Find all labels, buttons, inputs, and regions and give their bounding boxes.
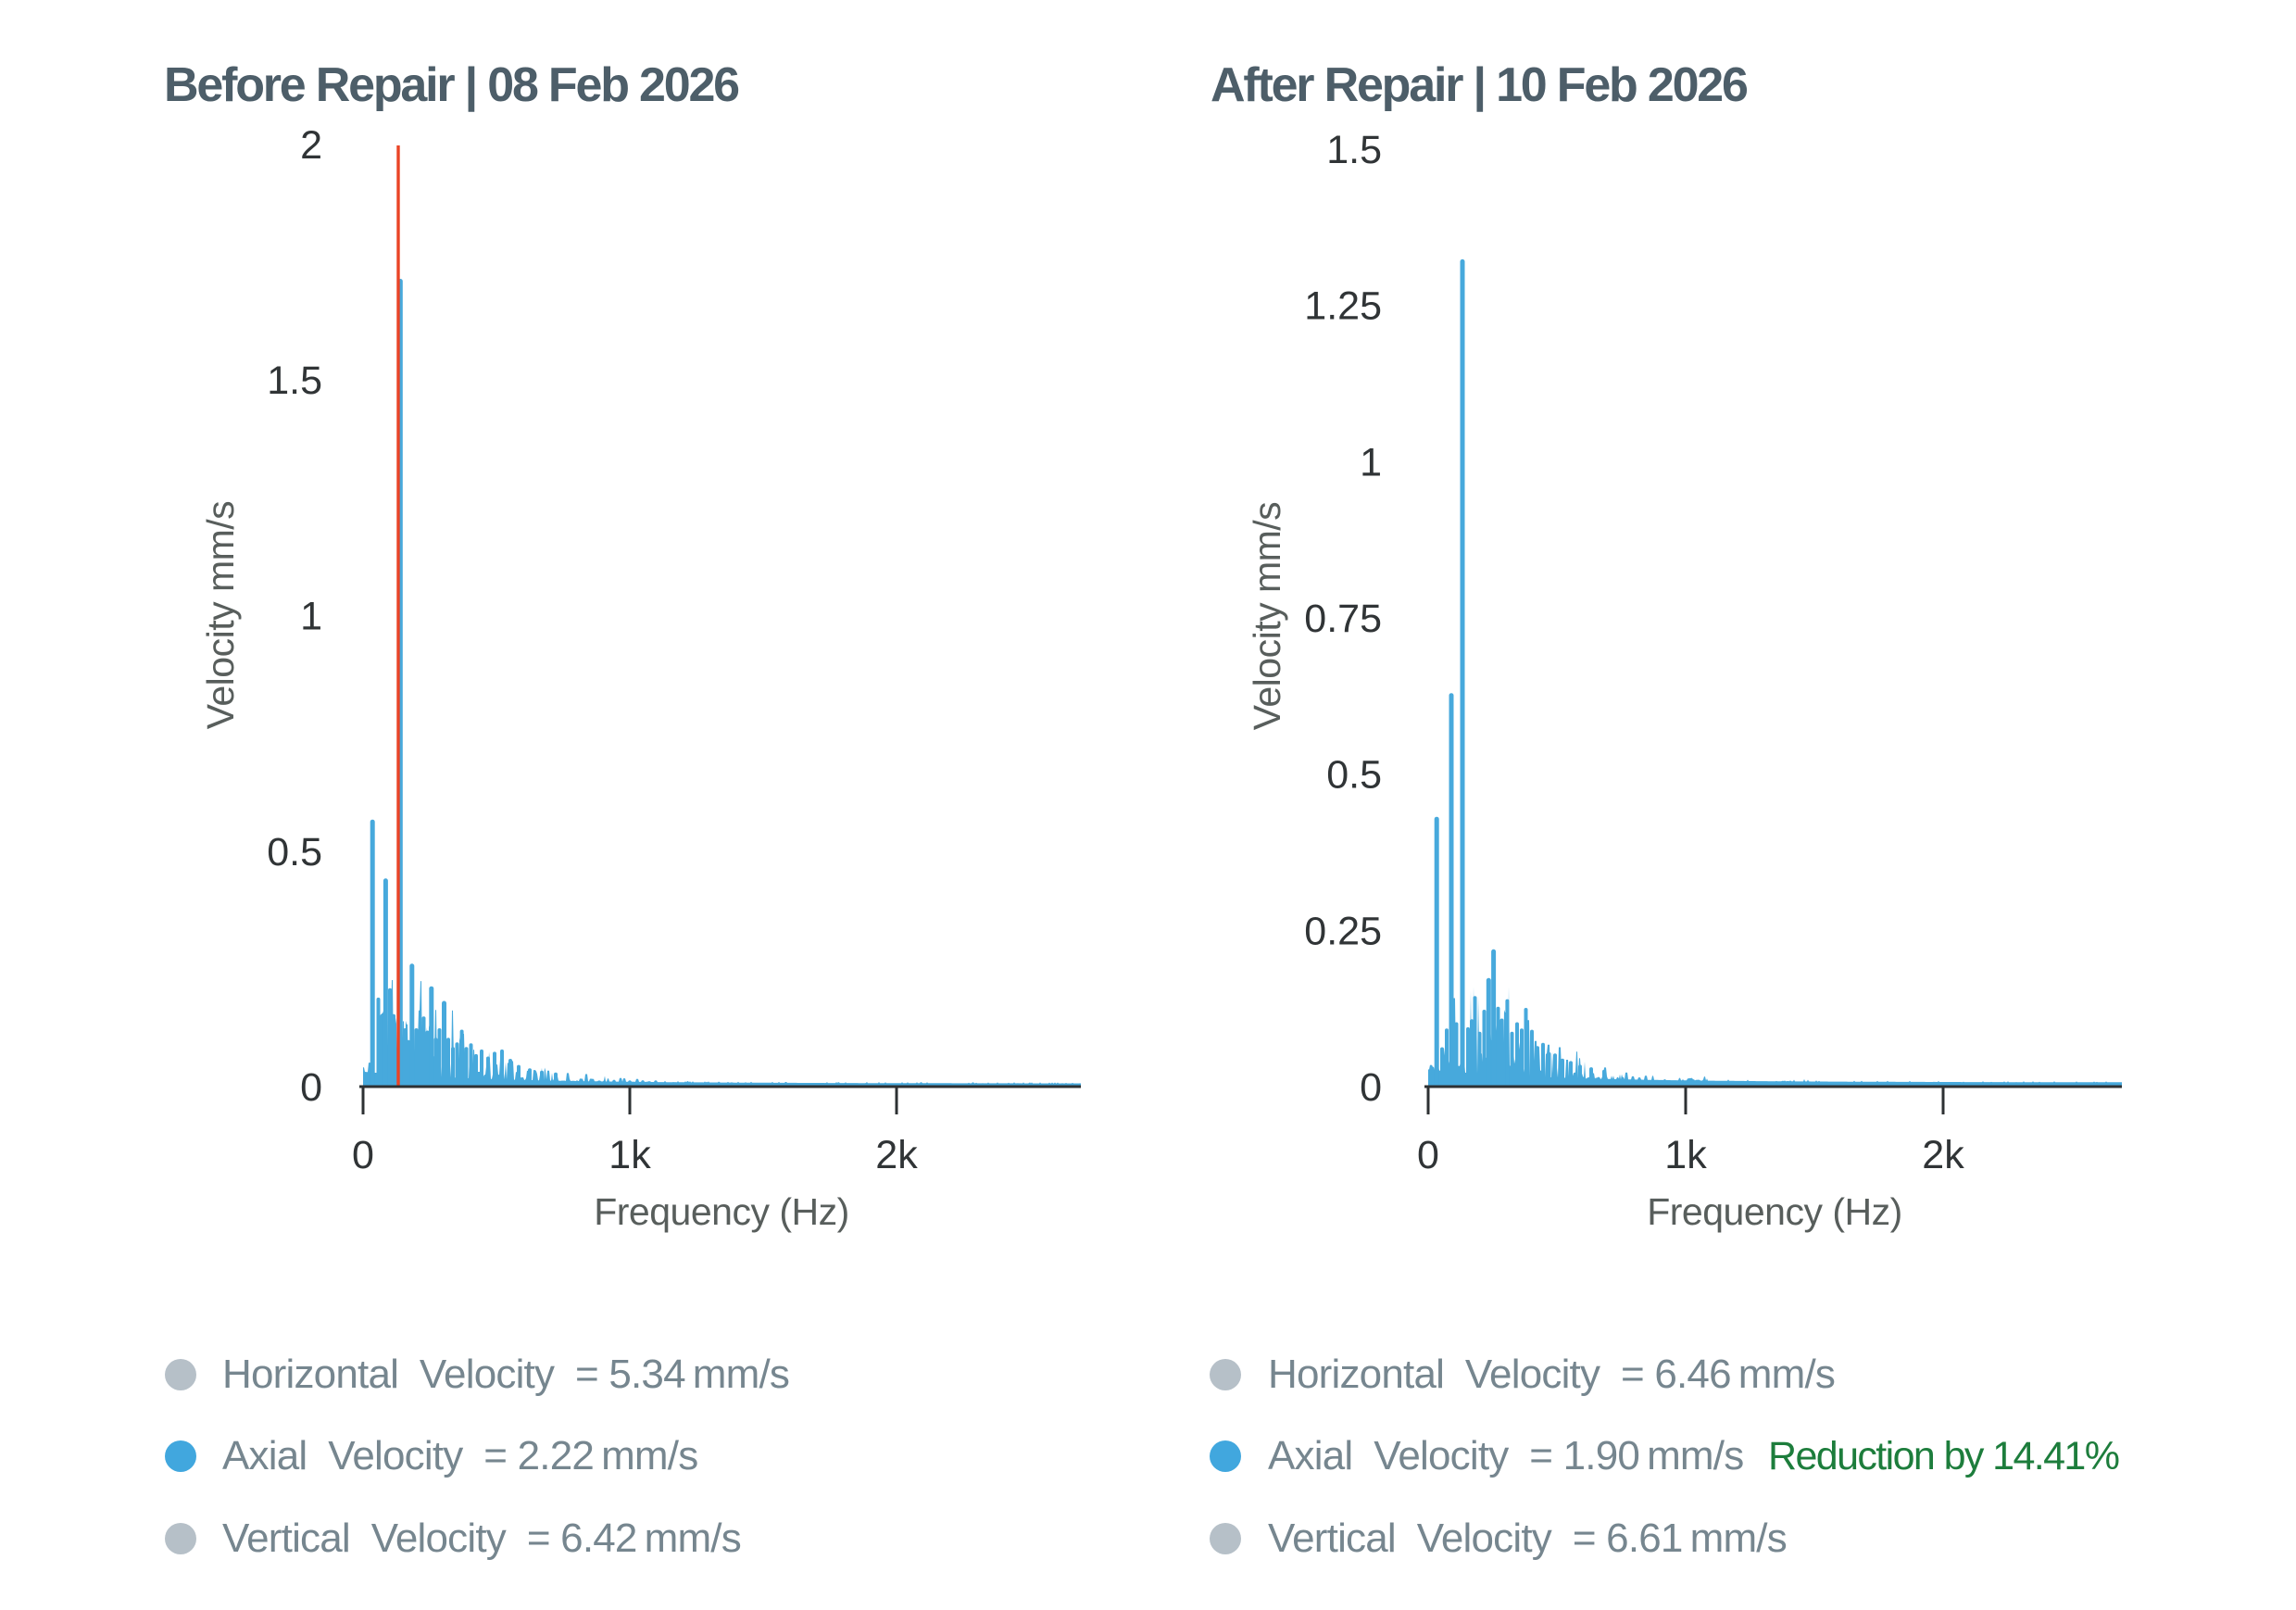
- svg-text:Frequency (Hz): Frequency (Hz): [1647, 1190, 1902, 1233]
- svg-text:0.25: 0.25: [1304, 909, 1382, 953]
- svg-text:0.75: 0.75: [1304, 597, 1382, 641]
- svg-text:After Repair | 10 Feb 2026: After Repair | 10 Feb 2026: [1211, 58, 1748, 112]
- svg-text:Vertical Velocity = 6.42 mm/: Vertical Velocity = 6.42 mm/s: [222, 1516, 741, 1561]
- svg-text:0: 0: [352, 1133, 374, 1177]
- svg-text:Axial Velocity = 1.90 mm/s: Axial Velocity = 1.90 mm/s: [1268, 1433, 1743, 1478]
- svg-text:Before Repair | 08 Feb 2026: Before Repair | 08 Feb 2026: [164, 58, 739, 112]
- svg-text:0: 0: [1417, 1133, 1439, 1177]
- svg-text:0: 0: [1360, 1065, 1382, 1110]
- svg-text:1: 1: [300, 595, 322, 639]
- svg-text:Velocity mm/s: Velocity mm/s: [199, 501, 242, 729]
- svg-text:Frequency (Hz): Frequency (Hz): [594, 1190, 849, 1233]
- svg-text:2k: 2k: [1922, 1133, 1964, 1177]
- svg-text:2k: 2k: [875, 1133, 918, 1177]
- svg-text:Horizontal Velocity = 5.34 m: Horizontal Velocity = 5.34 mm/s: [222, 1352, 789, 1397]
- svg-text:Velocity mm/s: Velocity mm/s: [1246, 502, 1288, 730]
- svg-text:1.25: 1.25: [1304, 284, 1382, 329]
- svg-text:1k: 1k: [609, 1133, 651, 1177]
- svg-text:Axial Velocity = 2.22 mm/s: Axial Velocity = 2.22 mm/s: [222, 1433, 697, 1478]
- svg-text:Reduction by 14.41%: Reduction by 14.41%: [1768, 1434, 2119, 1478]
- svg-text:1.5: 1.5: [1326, 128, 1382, 172]
- svg-text:Vertical Velocity = 6.61 mm/: Vertical Velocity = 6.61 mm/s: [1268, 1516, 1787, 1561]
- svg-text:0: 0: [300, 1065, 322, 1110]
- svg-text:0.5: 0.5: [267, 830, 322, 874]
- svg-text:Horizontal Velocity = 6.46 m: Horizontal Velocity = 6.46 mm/s: [1268, 1352, 1835, 1397]
- svg-text:0.5: 0.5: [1326, 753, 1382, 798]
- svg-text:2: 2: [300, 123, 322, 168]
- svg-text:1.5: 1.5: [267, 358, 322, 403]
- svg-text:1k: 1k: [1664, 1133, 1707, 1177]
- svg-text:1: 1: [1360, 440, 1382, 484]
